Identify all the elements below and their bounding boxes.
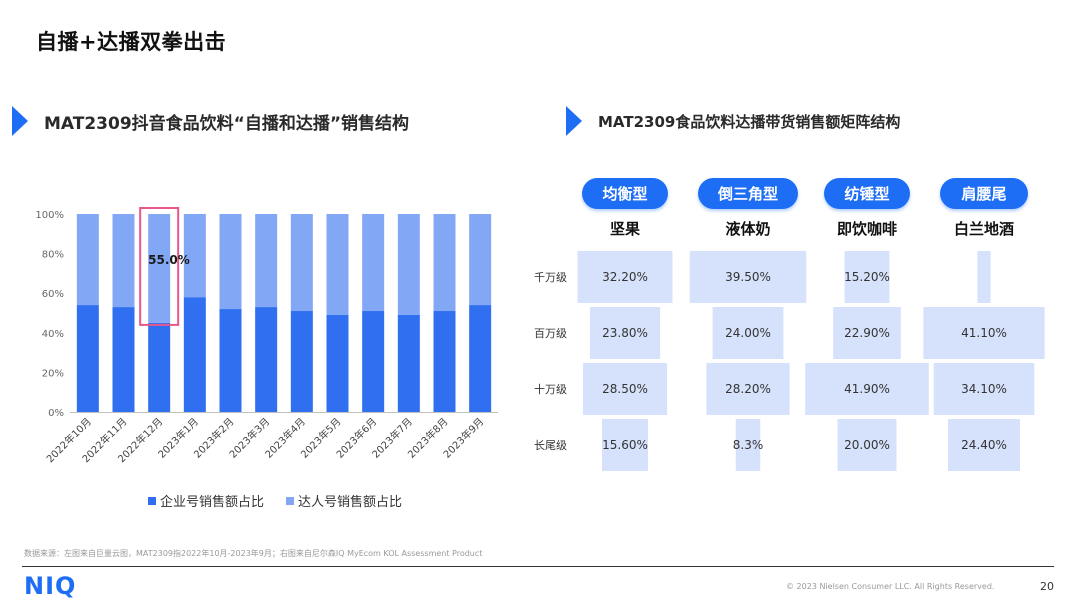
bar-enterprise bbox=[112, 307, 135, 412]
bar-enterprise bbox=[433, 311, 456, 412]
product-label-nuts: 坚果 bbox=[609, 220, 640, 238]
matrix-value-label: 23.80% bbox=[602, 326, 648, 340]
tier-label: 百万级 bbox=[534, 327, 567, 340]
triangle-marker-icon bbox=[566, 106, 582, 136]
bar-enterprise bbox=[326, 314, 349, 412]
matrix-value-label: 22.90% bbox=[844, 326, 890, 340]
product-label-rtd-coffee: 即饮咖啡 bbox=[836, 220, 897, 238]
legend-item-enterprise: 企业号销售额占比 bbox=[148, 491, 264, 510]
bar-enterprise bbox=[219, 309, 242, 412]
page-title: 自播+达播双拳出击 bbox=[36, 30, 227, 54]
y-tick-label: 80% bbox=[42, 250, 64, 261]
bar-enterprise bbox=[255, 307, 278, 412]
y-tick-label: 100% bbox=[35, 210, 64, 221]
matrix-bar bbox=[933, 363, 1035, 415]
triangle-marker-icon bbox=[12, 106, 28, 136]
bar-enterprise bbox=[397, 314, 420, 412]
matrix-bar bbox=[977, 251, 991, 303]
matrix-value-label: 39.50% bbox=[725, 270, 771, 284]
product-label-brandy: 白兰地酒 bbox=[953, 220, 1014, 238]
bar-talent bbox=[397, 214, 420, 315]
bar-talent bbox=[219, 214, 242, 310]
y-tick-label: 20% bbox=[42, 368, 64, 379]
bar-talent bbox=[326, 214, 349, 315]
bar-talent bbox=[255, 214, 278, 308]
matrix-value-label: 32.20% bbox=[602, 270, 648, 284]
legend-label-talent: 达人号销售额占比 bbox=[298, 495, 403, 510]
matrix-bar bbox=[601, 419, 649, 471]
legend-swatch-enterprise bbox=[148, 496, 156, 505]
bar-talent bbox=[183, 214, 206, 298]
matrix-bar bbox=[582, 363, 668, 415]
matrix-bar bbox=[844, 251, 890, 303]
bar-enterprise bbox=[469, 305, 492, 412]
matrix-value-label: 8.3% bbox=[733, 438, 764, 452]
matrix-value-label: 41.90% bbox=[844, 382, 890, 396]
bar-talent bbox=[112, 214, 135, 308]
chart-legend: 企业号销售额占比 达人号销售额占比 bbox=[148, 491, 424, 510]
matrix-bar bbox=[805, 363, 929, 415]
right-section-heading: MAT2309食品饮料达播带货销售额矩阵结构 bbox=[566, 106, 900, 136]
matrix-value-label: 20.00% bbox=[844, 438, 890, 452]
bar-talent bbox=[433, 214, 456, 312]
bar-talent bbox=[290, 214, 313, 312]
left-section-heading: MAT2309抖音食品饮料“自播和达播”销售结构 bbox=[12, 106, 409, 136]
matrix-bar bbox=[689, 251, 807, 303]
matrix-bar bbox=[735, 419, 761, 471]
matrix-value-label: 24.00% bbox=[725, 326, 771, 340]
tier-label: 十万级 bbox=[534, 382, 567, 396]
tier-label: 千万级 bbox=[534, 271, 567, 284]
legend-item-talent: 达人号销售额占比 bbox=[286, 491, 402, 510]
bar-enterprise bbox=[362, 311, 385, 412]
source-note: 数据来源：左图来自巨量云图，MAT2309指2022年10月-2023年9月；右… bbox=[24, 549, 483, 558]
type-pill-spindle: 纺锤型 bbox=[824, 178, 910, 209]
type-pill-balanced: 均衡型 bbox=[582, 178, 668, 209]
matrix-bar bbox=[577, 251, 673, 303]
annotation-label: 55.0% bbox=[148, 253, 190, 267]
bar-enterprise bbox=[148, 322, 171, 412]
bar-talent bbox=[362, 214, 385, 312]
highlight-box bbox=[139, 207, 180, 326]
footer-divider bbox=[22, 566, 1054, 567]
right-heading-text: MAT2309食品饮料达播带货销售额矩阵结构 bbox=[598, 112, 901, 131]
type-pill-inverted-triangle: 倒三角型 bbox=[698, 178, 798, 209]
bar-talent bbox=[469, 214, 492, 306]
stacked-bar-chart: 0%20%40%60%80%100%2022年10月2022年11月2022年1… bbox=[35, 207, 498, 465]
product-label-liquid-milk: 液体奶 bbox=[725, 220, 771, 238]
matrix-value-label: 41.10% bbox=[961, 326, 1007, 340]
bar-talent bbox=[148, 214, 171, 323]
matrix-bar bbox=[706, 363, 790, 415]
page-number: 20 bbox=[1040, 580, 1054, 593]
matrix-value-label: 34.10% bbox=[961, 382, 1007, 396]
legend-label-enterprise: 企业号销售额占比 bbox=[160, 495, 265, 510]
bar-talent bbox=[76, 214, 99, 306]
matrix-bar bbox=[837, 419, 897, 471]
bar-enterprise bbox=[290, 311, 313, 412]
matrix-bar bbox=[833, 307, 901, 359]
matrix-value-label: 28.20% bbox=[725, 382, 771, 396]
matrix-value-label: 24.40% bbox=[961, 438, 1007, 452]
type-pill-shoulder-waist-tail: 肩腰尾 bbox=[940, 178, 1028, 209]
left-heading-text: MAT2309抖音食品饮料“自播和达播”销售结构 bbox=[44, 113, 410, 134]
matrix-chart: 千万级 32.20% 39.50% 15.20% 百万级 23.80% 24.00% 22.9… bbox=[534, 251, 1045, 471]
matrix-value-label: 15.20% bbox=[844, 270, 890, 284]
y-tick-label: 60% bbox=[42, 289, 64, 300]
bar-enterprise bbox=[183, 297, 206, 412]
tier-label: 长尾级 bbox=[534, 439, 567, 452]
matrix-bar bbox=[712, 307, 784, 359]
matrix-bar bbox=[923, 307, 1045, 359]
copyright-text: © 2023 Nielsen Consumer LLC. All Rights … bbox=[786, 582, 995, 591]
bar-enterprise bbox=[76, 305, 99, 412]
matrix-value-label: 15.60% bbox=[602, 438, 648, 452]
matrix-value-label: 28.50% bbox=[602, 382, 648, 396]
y-tick-label: 40% bbox=[42, 329, 64, 340]
niq-logo: NIQ bbox=[24, 572, 77, 600]
legend-swatch-talent bbox=[286, 496, 295, 505]
matrix-bar bbox=[948, 419, 1020, 471]
matrix-bar bbox=[589, 307, 661, 359]
y-tick-label: 0% bbox=[48, 408, 64, 419]
